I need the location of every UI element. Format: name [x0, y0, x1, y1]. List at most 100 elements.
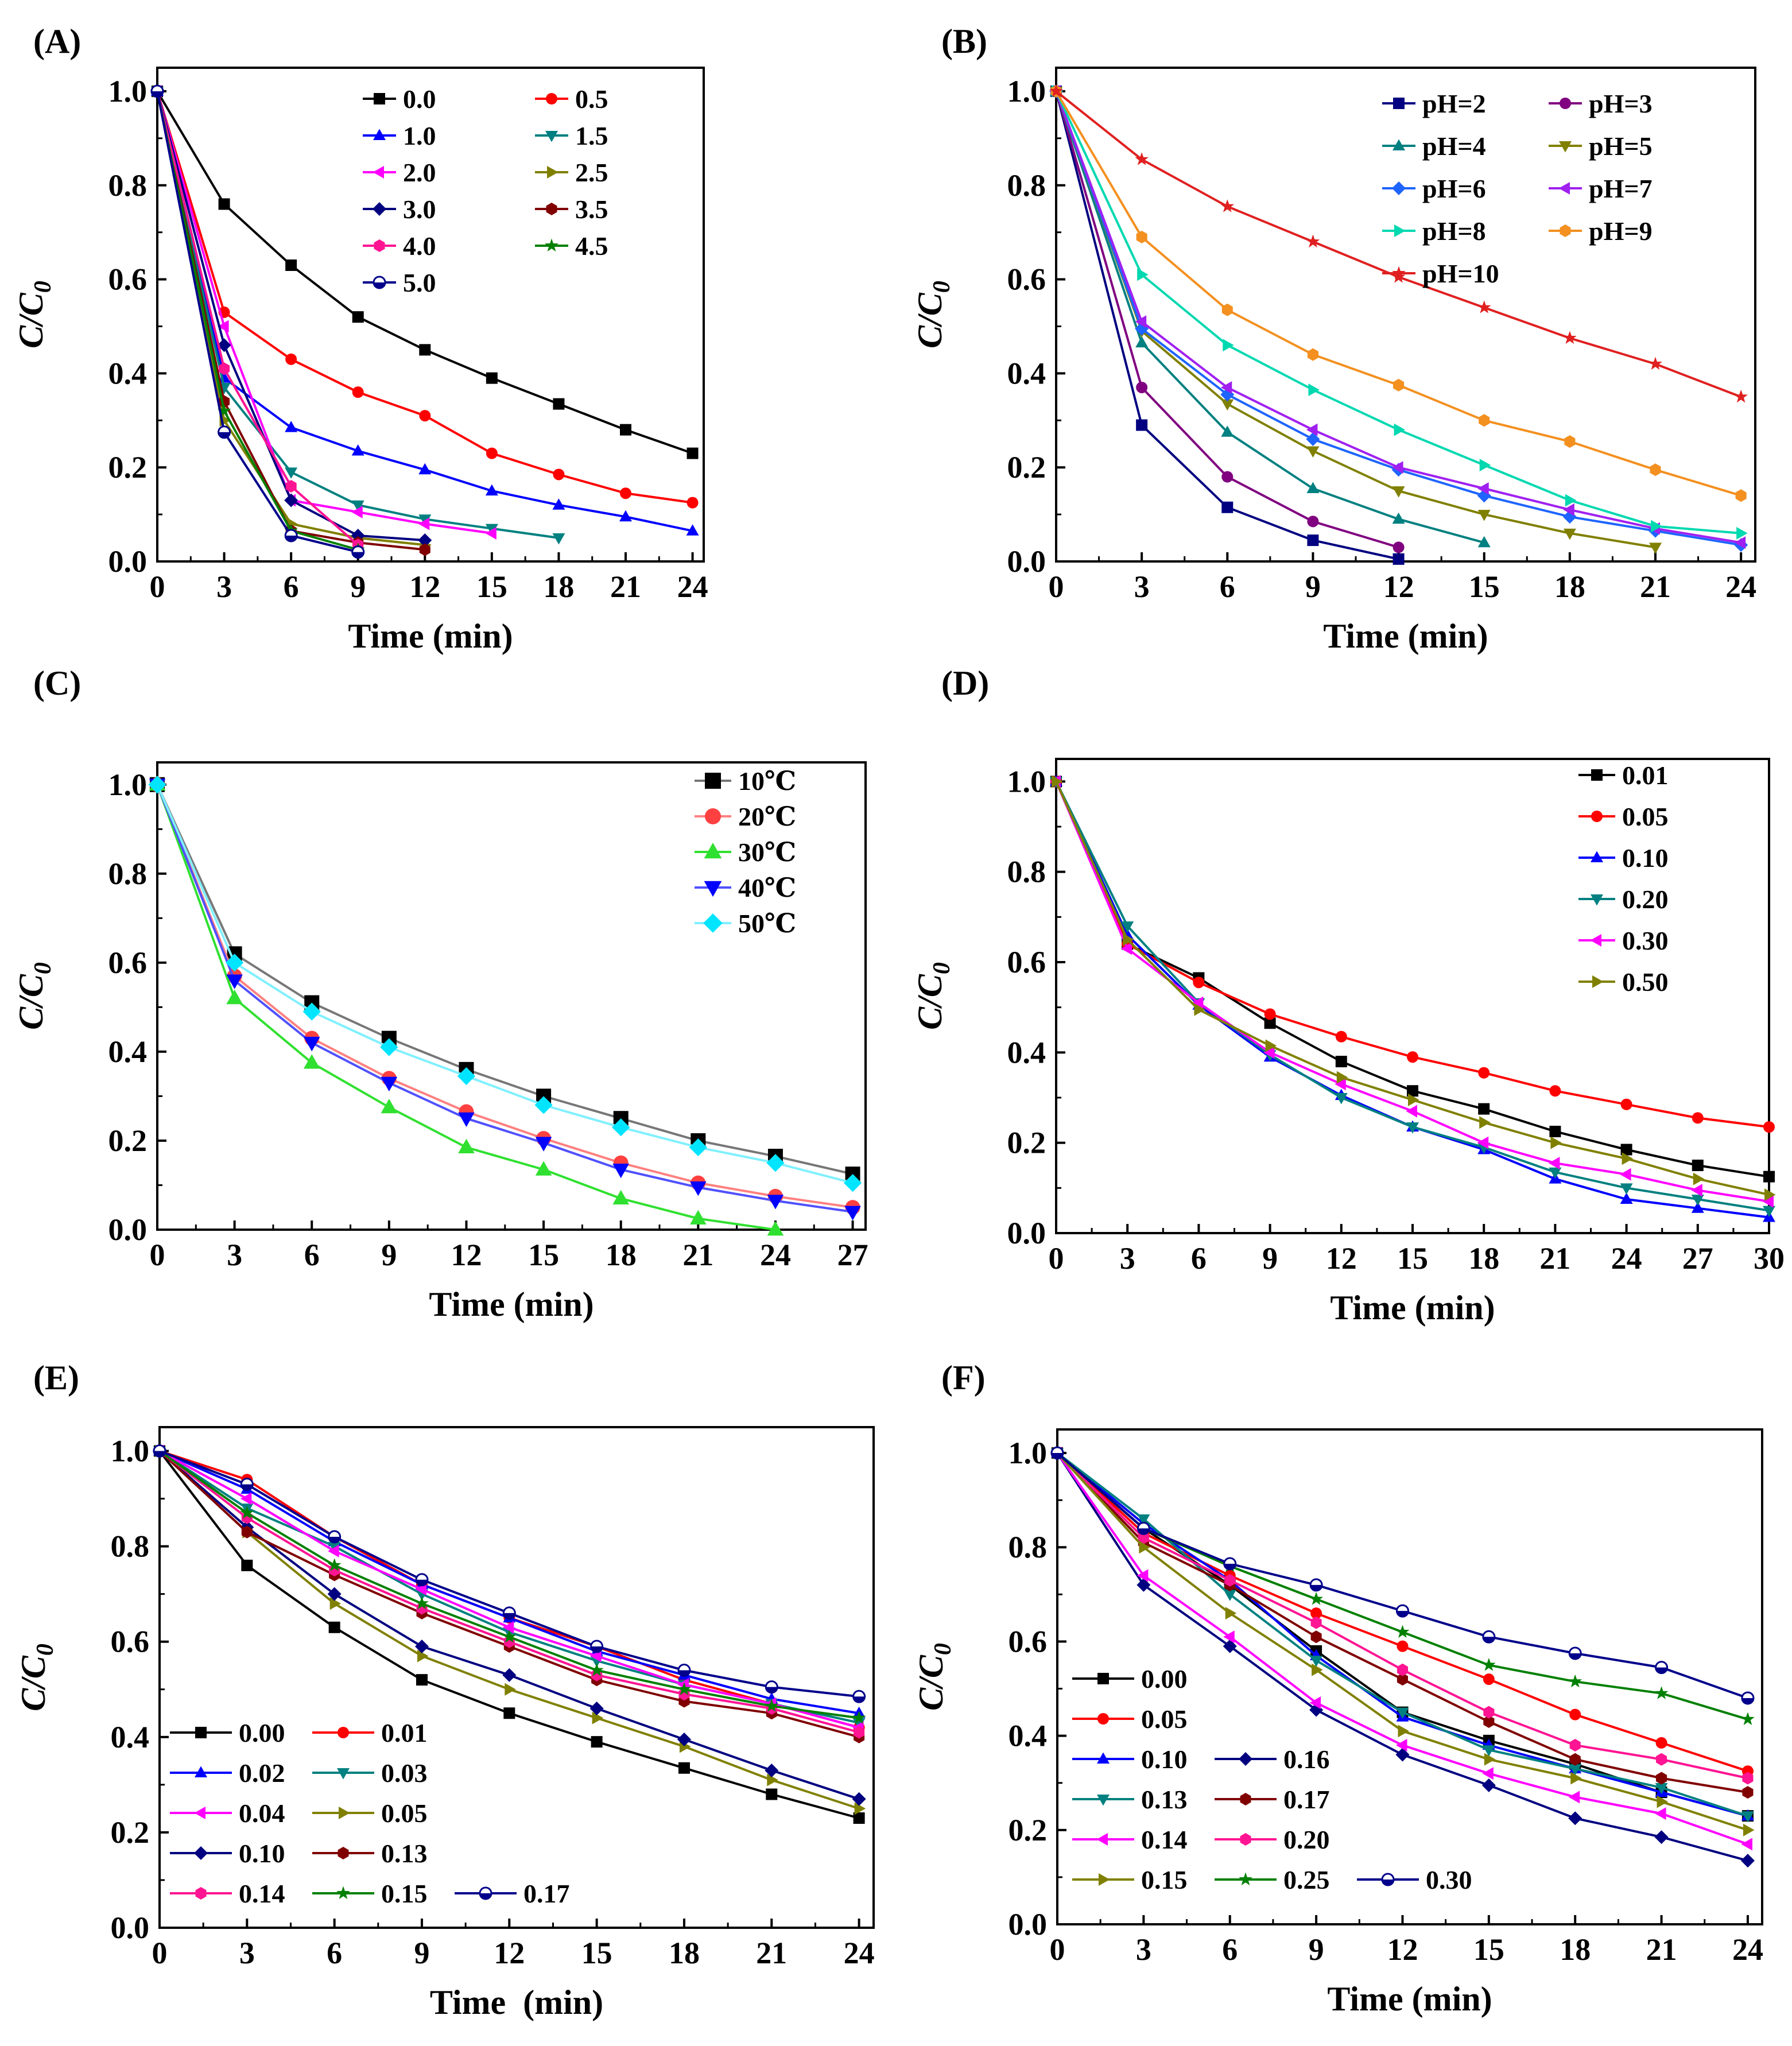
panel-label: (E) — [33, 1359, 79, 1397]
legend-label: 3.0 — [403, 195, 436, 224]
legend-item: pH=3 — [1549, 89, 1653, 118]
data-point — [1306, 234, 1320, 248]
y-tick-label: 0.0 — [1009, 1907, 1048, 1942]
data-point — [1137, 1521, 1150, 1535]
data-point — [1398, 1725, 1409, 1738]
data-point — [1225, 1607, 1237, 1620]
y-tick-label: 0.0 — [1007, 544, 1046, 579]
legend-item: 4.5 — [535, 231, 608, 261]
data-point — [1263, 1046, 1275, 1059]
data-point — [1734, 536, 1746, 549]
data-point — [1656, 1772, 1667, 1785]
legend-marker — [545, 238, 558, 252]
y-tick-label: 0.4 — [111, 1720, 150, 1754]
x-axis-title: Time (min) — [348, 617, 513, 655]
data-point — [1654, 1830, 1669, 1844]
series-line — [156, 91, 359, 553]
legend-label: pH=7 — [1589, 174, 1653, 203]
y-tick-label: 0.2 — [1007, 1126, 1046, 1160]
y-tick-label: 0.6 — [1007, 262, 1046, 297]
legend-label: 10℃ — [738, 766, 796, 796]
data-point — [218, 371, 231, 383]
series-line — [159, 1450, 859, 1698]
data-point — [241, 1559, 253, 1571]
data-point — [1740, 1854, 1755, 1868]
plot-frame — [1056, 1428, 1763, 1925]
legend-item: 0.15 — [312, 1879, 428, 1908]
data-point — [589, 1701, 604, 1715]
y-tick-label: 0.8 — [108, 168, 148, 203]
data-point — [1734, 389, 1748, 403]
y-axis-title: C/C0 — [911, 962, 955, 1030]
data-point — [502, 1606, 516, 1620]
data-point — [351, 545, 365, 559]
legend-label: 0.13 — [1141, 1785, 1188, 1814]
x-tick-label: 9 — [381, 1238, 397, 1272]
legend-item: 0.10 — [170, 1839, 285, 1868]
y-tick-label: 0.6 — [1007, 945, 1046, 979]
legend-label: pH=2 — [1422, 89, 1486, 118]
x-tick-label: 15 — [581, 1936, 612, 1970]
y-tick-label: 0.6 — [111, 1625, 150, 1659]
y-tick-label: 1.0 — [1007, 764, 1046, 799]
data-point — [218, 320, 229, 333]
legend-marker — [195, 1727, 207, 1738]
legend-marker — [1239, 1752, 1252, 1766]
data-point — [458, 1138, 475, 1153]
y-tick-label: 1.0 — [108, 74, 148, 108]
data-point — [852, 1711, 866, 1724]
data-point — [1395, 1747, 1410, 1762]
y-tick-label: 0.2 — [1009, 1813, 1048, 1847]
x-tick-label: 15 — [1397, 1241, 1428, 1276]
legend: 0.01 0.05 0.10 0.20 0.30 0.50 — [1578, 761, 1669, 997]
legend-marker — [373, 202, 386, 216]
data-point — [1569, 1739, 1581, 1752]
data-point — [284, 529, 298, 542]
plot-frame — [156, 67, 705, 563]
data-point — [241, 1525, 253, 1539]
data-point — [1306, 423, 1318, 436]
data-point — [1563, 503, 1574, 516]
data-point — [419, 543, 430, 556]
data-point — [457, 1067, 476, 1086]
legend-label: 0.00 — [1141, 1664, 1188, 1694]
data-point — [285, 480, 297, 493]
legend-marker — [1097, 1795, 1110, 1806]
y-tick-label: 0.4 — [1009, 1719, 1048, 1753]
legend-marker — [704, 881, 722, 897]
data-point — [418, 533, 432, 548]
data-point — [1050, 1446, 1064, 1460]
data-point — [1223, 1557, 1237, 1571]
data-point — [226, 954, 244, 972]
legend-label: 0.20 — [1283, 1825, 1330, 1854]
legend-label: 0.03 — [381, 1758, 428, 1788]
data-point — [284, 493, 298, 507]
data-point — [1392, 461, 1403, 474]
legend-label: 0.0 — [403, 84, 436, 114]
legend-label: 0.16 — [1283, 1745, 1330, 1774]
legend-label: 0.30 — [1622, 926, 1669, 955]
series-30℃ — [149, 776, 784, 1236]
data-point — [1307, 534, 1319, 547]
data-point — [1137, 1569, 1149, 1582]
legend-item: 0.0 — [363, 84, 436, 114]
legend-item: 0.13 — [1072, 1785, 1188, 1814]
x-tick-label: 6 — [304, 1238, 320, 1272]
data-point — [1392, 512, 1405, 524]
data-point — [589, 1663, 604, 1676]
series-pH=4 — [1050, 84, 1491, 548]
legend-marker — [1590, 934, 1601, 947]
data-point — [1620, 1098, 1632, 1110]
data-point — [1310, 1656, 1323, 1667]
panel-label: (D) — [941, 664, 989, 702]
data-point — [590, 1640, 604, 1653]
data-point — [1137, 1578, 1151, 1592]
data-point — [1395, 1625, 1410, 1638]
data-point — [1220, 199, 1235, 212]
x-tick-label: 24 — [1725, 569, 1756, 604]
data-point — [854, 1726, 865, 1739]
data-point — [1395, 1604, 1409, 1618]
series-line — [1055, 91, 1485, 544]
series-0.10 — [153, 1444, 866, 1806]
plot-frame — [156, 761, 867, 1231]
